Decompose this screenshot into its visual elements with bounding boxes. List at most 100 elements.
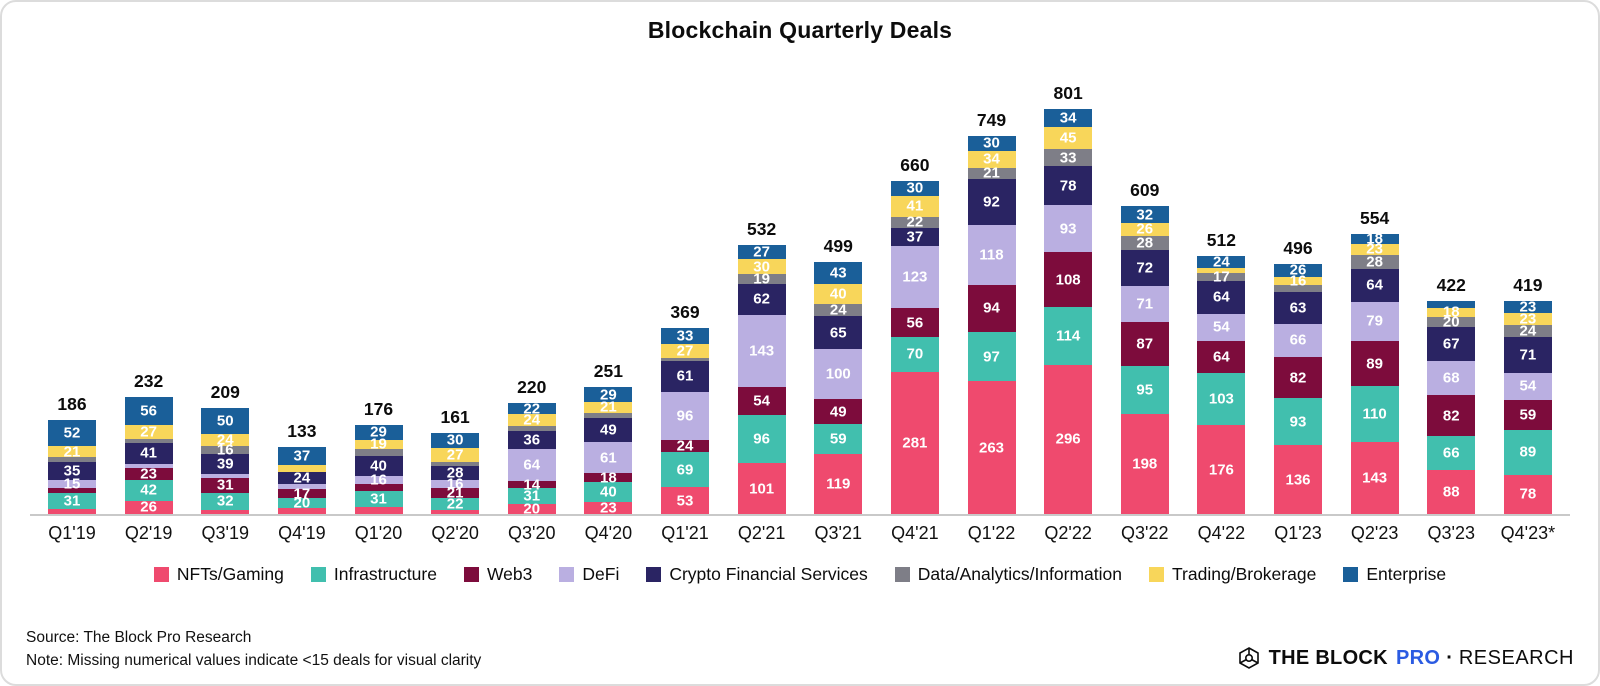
total-label: 161	[440, 406, 470, 427]
segment-infrastructure: 31	[507, 488, 556, 504]
brand-dot: ·	[1446, 646, 1453, 669]
segment-value-label: 36	[523, 431, 541, 449]
total-label: 532	[747, 219, 777, 240]
x-tick-q3-23: Q3'23	[1427, 523, 1475, 549]
segment-value-label: 27	[753, 243, 770, 261]
segment-defi: 16	[354, 473, 403, 488]
segment-crypto-financial-services: 28	[431, 465, 480, 480]
legend-item-defi: DeFi	[559, 564, 619, 585]
segment-value-label: 281	[902, 434, 928, 452]
segment-value-label: 136	[1285, 471, 1311, 489]
segment-value-label: 39	[216, 455, 234, 473]
clarity-note: Note: Missing numerical values indicate …	[26, 651, 482, 669]
x-tick-label: Q4'20	[584, 523, 633, 543]
segment-value-label: 64	[1366, 276, 1383, 294]
bar-stack: 18 23 28 64 79 89 110 143	[1350, 232, 1399, 514]
x-tick-label: Q4'21	[891, 523, 939, 543]
bar-column-q4-19: 133 37 24 17 20	[277, 421, 326, 514]
segment-value-label: 43	[829, 264, 847, 282]
footer: Source: The Block Pro Research Note: Mis…	[2, 588, 1598, 684]
segment-value-label: 28	[1136, 234, 1154, 252]
segment-web3: 64	[1197, 340, 1246, 374]
segment-data-analytics-information: 20	[1427, 314, 1476, 329]
x-tick-q4-20: Q4'20	[584, 523, 632, 549]
total-label: 801	[1053, 83, 1083, 104]
segment-data-analytics-information	[661, 358, 709, 362]
bar-stack: 23 23 24 71 54 59 89 78	[1503, 300, 1552, 514]
x-tick-label: Q3'21	[814, 523, 862, 543]
bar-column-q1-23: 496 26 16 63 66 82 93 136	[1274, 238, 1322, 514]
segment-trading-brokerage: 45	[1044, 126, 1093, 150]
segment-defi: 54	[1197, 313, 1246, 341]
segment-nfts-gaming	[354, 506, 403, 514]
segment-crypto-financial-services: 61	[661, 361, 709, 392]
segment-data-analytics-information: 24	[1503, 323, 1552, 338]
legend-swatch	[310, 566, 326, 582]
segment-defi: 16	[431, 476, 480, 491]
segment-value-label: 296	[1055, 430, 1081, 448]
segment-value-label: 96	[676, 407, 694, 425]
segment-enterprise: 32	[1120, 206, 1169, 223]
segment-infrastructure: 114	[1044, 306, 1093, 365]
segment-value-label: 37	[293, 447, 311, 465]
bar-column-q3-23: 422 18 20 67 68 82 66 88	[1427, 275, 1476, 514]
bar-stack: 24 17 64 54 64 103 176	[1197, 254, 1246, 514]
segment-value-label: 100	[825, 365, 851, 383]
bar-column-q4-20: 251 29 21 49 61 18 40 23	[584, 361, 633, 516]
segment-value-label: 30	[753, 258, 770, 276]
segment-value-label: 61	[600, 449, 617, 467]
segment-trading-brokerage: 23	[1503, 311, 1552, 326]
segment-value-label: 35	[63, 462, 81, 480]
segment-web3: 82	[1274, 356, 1322, 399]
segment-value-label: 50	[216, 412, 234, 430]
segment-crypto-financial-services: 71	[1503, 336, 1552, 373]
segment-web3: 31	[201, 477, 250, 494]
segment-value-label: 34	[1059, 109, 1077, 127]
segment-value-label: 68	[1442, 369, 1460, 387]
segment-defi: 100	[814, 348, 863, 400]
segment-nfts-gaming	[431, 509, 480, 514]
segment-value-label: 49	[829, 403, 847, 421]
segment-value-label: 119	[826, 475, 851, 493]
segment-value-label: 41	[906, 197, 924, 215]
segment-value-label: 96	[753, 430, 770, 448]
legend-label: Trading/Brokerage	[1172, 563, 1317, 584]
segment-value-label: 79	[1366, 312, 1383, 330]
legend-swatch	[646, 566, 662, 582]
legend-swatch	[559, 566, 575, 582]
total-label: 660	[900, 154, 930, 175]
bar-column-q2-19: 232 56 27 41 23 42 26	[124, 371, 173, 515]
segment-crypto-financial-services: 39	[201, 453, 250, 474]
bar-column-q2-23: 554 18 23 28 64 79 89 110 143	[1350, 208, 1399, 514]
segment-value-label: 40	[370, 457, 387, 475]
bar-column-q3-19: 209 50 24 16 39 31 32	[201, 382, 250, 514]
segment-value-label: 93	[1289, 413, 1307, 431]
segment-value-label: 59	[829, 430, 847, 448]
segment-web3: 18	[584, 470, 633, 485]
legend-item-infrastructure: Infrastructure	[310, 564, 437, 585]
segment-value-label: 31	[63, 492, 81, 510]
x-tick-label: Q1'19	[48, 523, 96, 543]
segment-crypto-financial-services: 63	[1274, 291, 1322, 324]
segment-value-label: 31	[370, 490, 387, 508]
segment-value-label: 92	[983, 193, 1000, 211]
segment-defi: 96	[661, 391, 709, 441]
total-label: 209	[210, 382, 240, 403]
segment-data-analytics-information	[507, 426, 556, 431]
segment-value-label: 176	[1208, 461, 1234, 479]
segment-enterprise: 29	[354, 425, 403, 440]
segment-enterprise: 37	[277, 446, 326, 466]
segment-value-label: 78	[1519, 485, 1537, 503]
segment-trading-brokerage: 26	[1120, 222, 1169, 237]
segment-crypto-financial-services: 65	[814, 316, 863, 349]
total-label: 422	[1436, 275, 1466, 296]
segment-enterprise: 43	[814, 262, 863, 284]
segment-enterprise: 22	[507, 401, 556, 416]
x-tick-q3-21: Q3'21	[814, 523, 862, 549]
total-label: 609	[1130, 180, 1160, 201]
legend-label: Data/Analytics/Information	[917, 563, 1123, 584]
segment-web3: 17	[277, 486, 326, 501]
segment-value-label: 89	[1519, 443, 1537, 461]
segment-crypto-financial-services: 40	[354, 455, 403, 477]
x-tick-label: Q1'20	[354, 523, 403, 543]
